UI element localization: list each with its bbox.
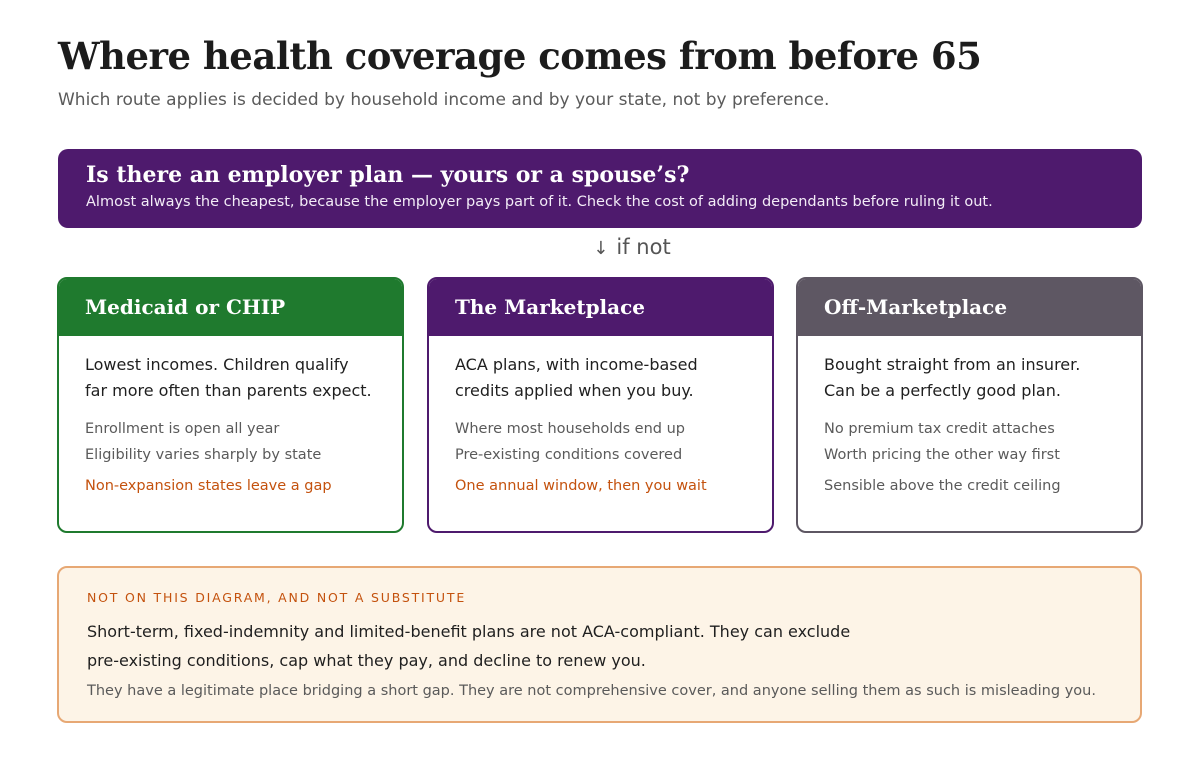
card-lead-line: Can be a perfectly good plan. — [824, 381, 1061, 400]
card-lead-line: ACA plans, with income-based — [455, 355, 698, 374]
if-not-connector: ↓ if not — [0, 235, 1200, 259]
card-footnote: Sensible above the credit ceiling — [824, 478, 1061, 494]
card-point: Where most households end up — [455, 421, 685, 437]
card-warning: Non-expansion states leave a gap — [85, 478, 332, 494]
page-title: Where health coverage comes from before … — [58, 34, 982, 78]
disclaimer-box: NOT ON THIS DIAGRAM, AND NOT A SUBSTITUT… — [57, 566, 1142, 723]
card-point: Pre-existing conditions covered — [455, 447, 683, 463]
card-title: The Marketplace — [429, 279, 772, 336]
employer-plan-detail: Almost always the cheapest, because the … — [86, 194, 993, 210]
card-off-marketplace: Off-Marketplace Bought straight from an … — [796, 277, 1143, 533]
card-point: Worth pricing the other way first — [824, 447, 1060, 463]
employer-plan-box: Is there an employer plan — yours or a s… — [58, 149, 1142, 228]
arrow-down-icon: ↓ — [593, 238, 609, 259]
card-lead-line: Bought straight from an insurer. — [824, 355, 1081, 374]
card-lead-line: Lowest incomes. Children qualify — [85, 355, 349, 374]
disclaimer-detail: They have a legitimate place bridging a … — [87, 683, 1096, 699]
card-medicaid-chip: Medicaid or CHIP Lowest incomes. Childre… — [57, 277, 404, 533]
employer-plan-question: Is there an employer plan — yours or a s… — [86, 162, 690, 188]
card-warning: One annual window, then you wait — [455, 478, 707, 494]
card-point: Eligibility varies sharply by state — [85, 447, 322, 463]
card-marketplace: The Marketplace ACA plans, with income-b… — [427, 277, 774, 533]
disclaimer-main-line: pre-existing conditions, cap what they p… — [87, 651, 646, 670]
page-subtitle: Which route applies is decided by househ… — [58, 90, 830, 110]
card-lead-line: far more often than parents expect. — [85, 381, 372, 400]
card-lead-line: credits applied when you buy. — [455, 381, 694, 400]
disclaimer-label: NOT ON THIS DIAGRAM, AND NOT A SUBSTITUT… — [87, 590, 467, 605]
card-title: Medicaid or CHIP — [59, 279, 402, 336]
disclaimer-main-line: Short-term, fixed-indemnity and limited-… — [87, 622, 851, 641]
if-not-label: if not — [616, 235, 671, 259]
card-title: Off-Marketplace — [798, 279, 1141, 336]
card-point: Enrollment is open all year — [85, 421, 280, 437]
card-point: No premium tax credit attaches — [824, 421, 1055, 437]
